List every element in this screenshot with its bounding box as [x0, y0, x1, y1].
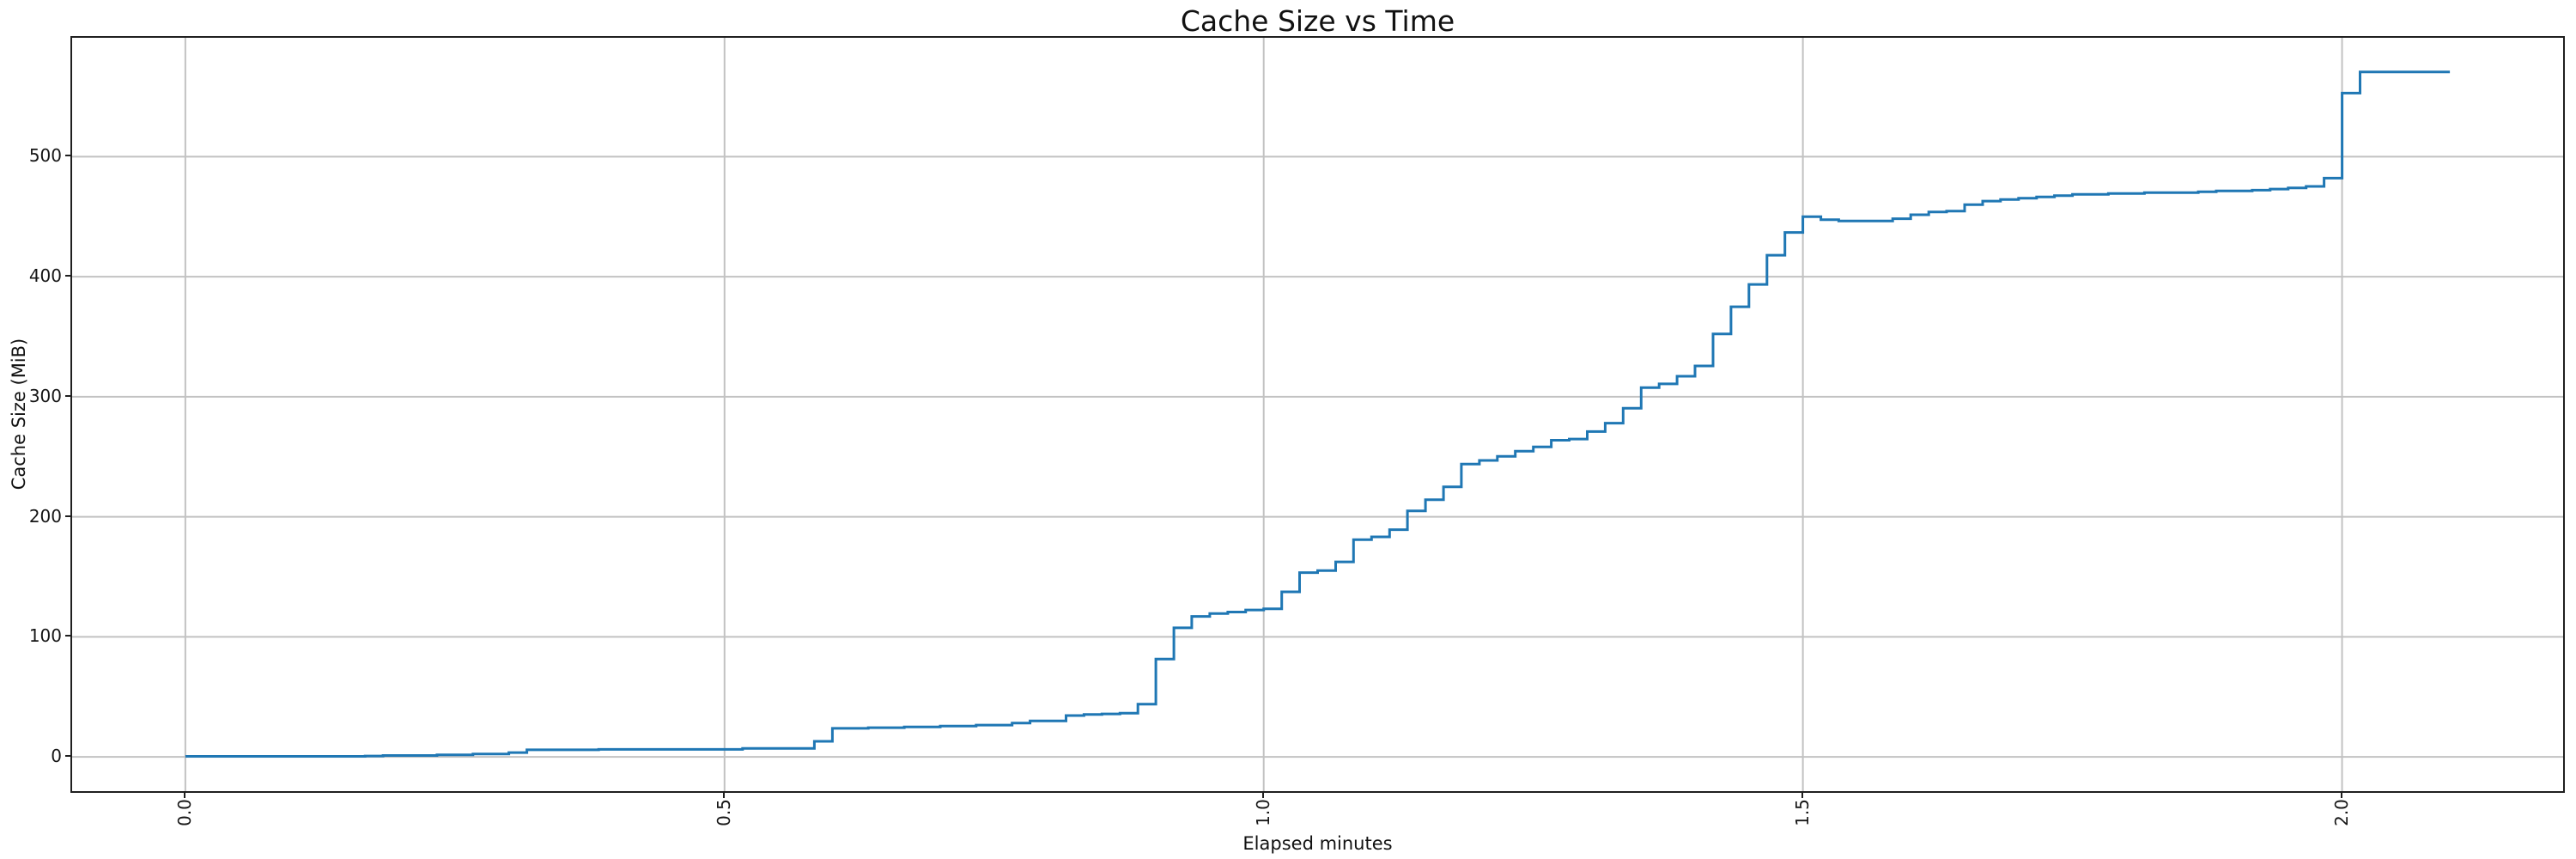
plot-area: [70, 36, 2565, 793]
x-tick-mark: [1801, 792, 1803, 798]
y-tick-mark: [65, 635, 71, 637]
y-tick-mark: [65, 515, 71, 517]
x-tick-mark: [2340, 792, 2342, 798]
y-tick-label: 200: [28, 505, 62, 527]
chart-title: Cache Size vs Time: [1180, 4, 1455, 38]
x-axis-label: Elapsed minutes: [1242, 833, 1393, 854]
x-tick-mark: [1261, 792, 1264, 798]
x-tick-mark: [722, 792, 725, 798]
x-tick-mark: [183, 792, 185, 798]
series-line-cache-size-mib: [185, 70, 2451, 758]
x-tick-label: 0.5: [713, 799, 734, 826]
y-tick-label: 100: [28, 625, 62, 647]
x-tick-label: 2.0: [2330, 799, 2352, 826]
y-tick-mark: [65, 275, 71, 277]
x-tick-label: 1.5: [1791, 799, 1813, 826]
y-tick-label: 300: [28, 385, 62, 406]
y-tick-mark: [65, 755, 71, 758]
y-tick-label: 0: [51, 746, 62, 767]
y-tick-label: 500: [28, 145, 62, 167]
y-axis-label: Cache Size (MiB): [9, 338, 29, 490]
y-tick-label: 400: [28, 265, 62, 287]
x-tick-label: 0.0: [173, 799, 195, 826]
y-tick-mark: [65, 394, 71, 397]
plot-canvas: [72, 38, 2563, 791]
x-tick-label: 1.0: [1252, 799, 1273, 826]
y-tick-mark: [65, 155, 71, 157]
